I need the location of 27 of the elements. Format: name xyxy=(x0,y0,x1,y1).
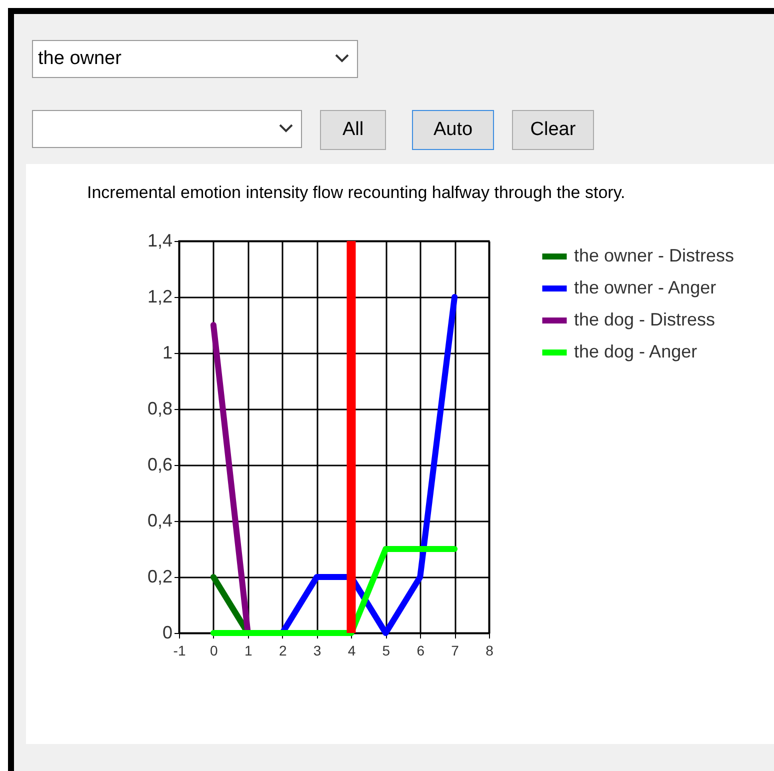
x-tick-label: 1 xyxy=(244,642,252,658)
x-tick-label: 4 xyxy=(348,642,356,658)
legend-label: the owner - Distress xyxy=(574,246,734,266)
chart-title: Incremental emotion intensity flow recounting halfway through the story. xyxy=(86,183,626,202)
x-tick-label: -1 xyxy=(173,642,186,658)
x-tick-label: 8 xyxy=(486,642,494,658)
legend-label: the owner - Anger xyxy=(574,278,716,298)
y-tick-label: 0,4 xyxy=(147,510,172,530)
x-tick-label: 3 xyxy=(313,642,322,658)
legend-label: the dog - Anger xyxy=(574,342,698,362)
y-tick-label: 1,2 xyxy=(147,286,172,306)
y-tick-label: 0,8 xyxy=(147,398,172,418)
y-tick-label: 1,4 xyxy=(147,230,172,250)
x-tick-label: 6 xyxy=(416,642,425,658)
y-tick-label: 0,2 xyxy=(147,566,172,586)
legend-label: the dog - Distress xyxy=(574,310,716,330)
y-tick-label: 1 xyxy=(162,342,172,362)
x-tick-label: 5 xyxy=(382,642,390,658)
dropdown-field: the owner xyxy=(32,40,358,78)
x-tick-label: 7 xyxy=(451,642,460,658)
button: All xyxy=(320,110,386,150)
button: Clear xyxy=(512,110,594,150)
y-tick-label: 0,6 xyxy=(147,454,172,474)
x-tick-label: 0 xyxy=(210,642,218,658)
y-tick-label: 0 xyxy=(162,622,172,642)
button: Auto xyxy=(412,110,494,150)
x-tick-label: 2 xyxy=(278,642,287,658)
